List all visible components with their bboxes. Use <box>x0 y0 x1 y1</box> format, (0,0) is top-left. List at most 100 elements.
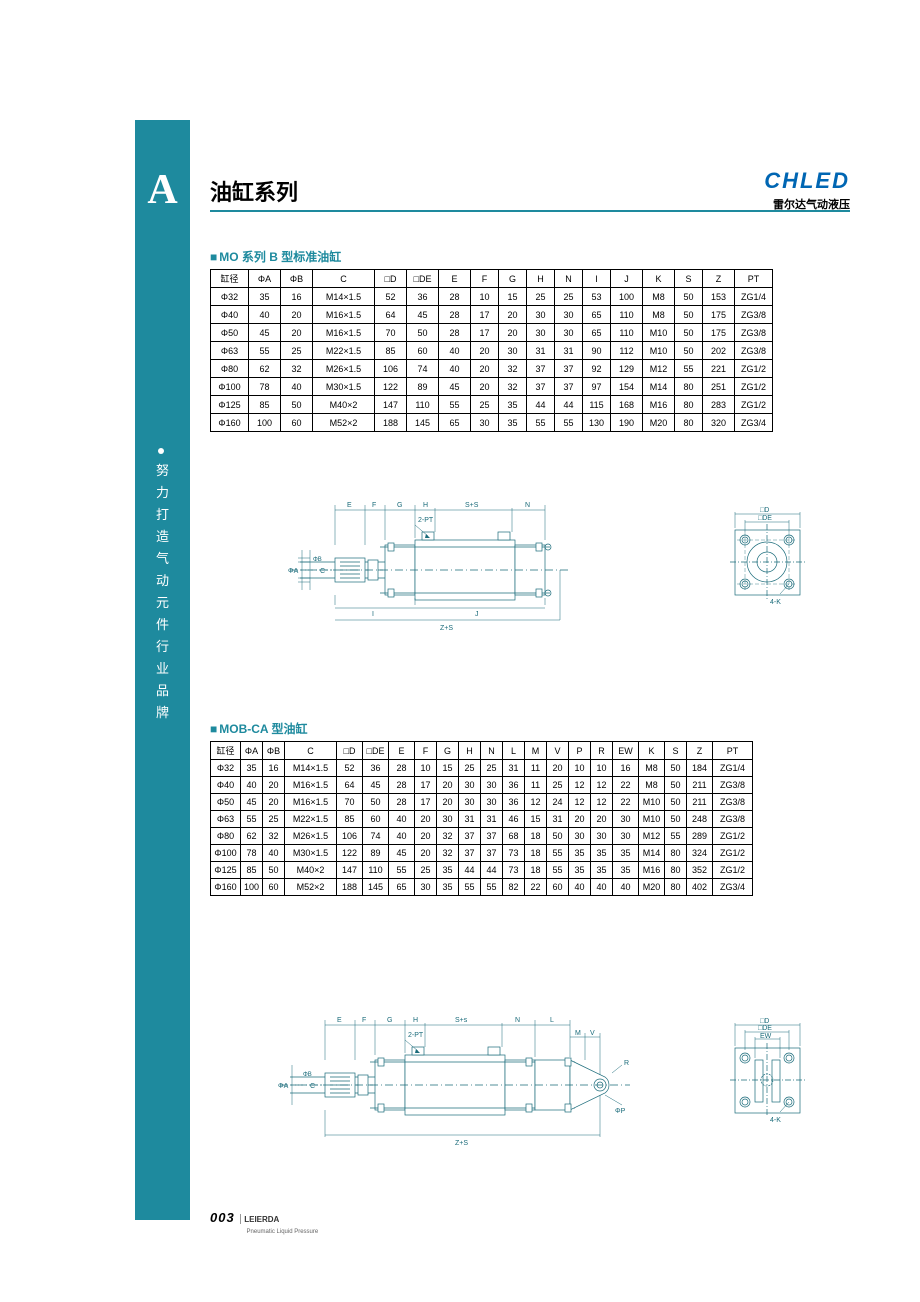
svg-text:C: C <box>310 1083 315 1090</box>
col-header: H <box>527 270 555 288</box>
table-row: Φ504520M16×1.57050281720303065110M105017… <box>211 324 773 342</box>
svg-text:E: E <box>347 502 352 509</box>
svg-text:R: R <box>624 1060 629 1067</box>
title-underline <box>210 210 850 212</box>
diagram-mob-ca-flange: □D □DE EW 4-K <box>720 1015 815 1135</box>
table-row: Φ504520M16×1.570502817203030361224121222… <box>211 794 753 811</box>
section-letter-box: A <box>135 162 190 217</box>
table-row: Φ16010060M52×218814565303555558222604040… <box>211 879 753 896</box>
table-row: Φ1007840M30×1.51228945203237377318553535… <box>211 845 753 862</box>
svg-text:C: C <box>320 568 325 575</box>
svg-text:□D: □D <box>760 1018 769 1025</box>
svg-text:ΦA: ΦA <box>288 568 299 575</box>
col-header: F <box>471 270 499 288</box>
svg-text:ΦA: ΦA <box>278 1083 289 1090</box>
svg-text:ΦB: ΦB <box>313 557 322 563</box>
svg-text:□DE: □DE <box>758 1025 772 1032</box>
col-header: N <box>555 270 583 288</box>
col-header: V <box>547 742 569 760</box>
col-header: F <box>415 742 437 760</box>
col-header: N <box>481 742 503 760</box>
table-row: Φ404020M16×1.56445281720303065110M850175… <box>211 306 773 324</box>
col-header: I <box>583 270 611 288</box>
svg-text:J: J <box>475 611 479 618</box>
svg-text:EW: EW <box>760 1033 772 1040</box>
col-header: M <box>525 742 547 760</box>
section1-title: MO 系列 B 型标准油缸 <box>210 248 773 265</box>
col-header: P <box>569 742 591 760</box>
svg-text:ΦP: ΦP <box>615 1108 626 1115</box>
svg-text:E: E <box>337 1017 342 1024</box>
page-number: 003 <box>210 1210 235 1225</box>
svg-text:H: H <box>413 1017 418 1024</box>
col-header: Z <box>687 742 713 760</box>
col-header: □DE <box>407 270 439 288</box>
table-mo-b: 缸径ΦAΦBC□D□DEEFGHNIJKSZPTΦ323516M14×1.552… <box>210 269 773 432</box>
logo-text: CHLED <box>764 168 850 194</box>
table-row: Φ323516M14×1.55236281015252553100M850153… <box>211 288 773 306</box>
table-row: Φ806232M26×1.510674402032373792129M12552… <box>211 360 773 378</box>
table-row: Φ806232M26×1.510674402032373768185030303… <box>211 828 753 845</box>
svg-text:H: H <box>423 502 428 509</box>
svg-text:2-PT: 2-PT <box>418 517 434 524</box>
svg-text:V: V <box>590 1030 595 1037</box>
col-header: ΦA <box>249 270 281 288</box>
col-header: K <box>643 270 675 288</box>
svg-text:2-PT: 2-PT <box>408 1032 424 1039</box>
svg-text:F: F <box>372 502 376 509</box>
svg-text:L: L <box>550 1017 554 1024</box>
col-header: G <box>437 742 459 760</box>
col-header: PT <box>735 270 773 288</box>
svg-text:4-K: 4-K <box>770 1117 781 1124</box>
col-header: G <box>499 270 527 288</box>
col-header: K <box>639 742 665 760</box>
svg-text:Z+S: Z+S <box>455 1140 468 1147</box>
diagram-mob-ca-side: E F G H S+s N L M V 2-PT ΦA ΦB C R ΦP Z+… <box>270 1005 670 1155</box>
col-header: ΦB <box>263 742 285 760</box>
col-header: □D <box>375 270 407 288</box>
section-mo-b: MO 系列 B 型标准油缸 缸径ΦAΦBC□D□DEEFGHNIJKSZPTΦ3… <box>210 248 773 432</box>
svg-text:I: I <box>372 611 374 618</box>
table-row: Φ16010060M52×21881456530355555130190M208… <box>211 414 773 432</box>
col-header: □D <box>337 742 363 760</box>
table-row: Φ323516M14×1.552362810152525311120101016… <box>211 760 753 777</box>
svg-text:□D: □D <box>760 507 769 514</box>
svg-text:N: N <box>515 1017 520 1024</box>
svg-text:S+S: S+S <box>465 502 479 509</box>
table-row: Φ635525M22×1.585604020303131461531202030… <box>211 811 753 828</box>
col-header: ΦA <box>241 742 263 760</box>
col-header: PT <box>713 742 753 760</box>
col-header: 缸径 <box>211 742 241 760</box>
table-row: Φ1258550M40×2147110552535444473185535353… <box>211 862 753 879</box>
page-title: 油缸系列 <box>210 175 298 207</box>
svg-text:N: N <box>525 502 530 509</box>
svg-text:Z+S: Z+S <box>440 625 453 632</box>
col-header: S <box>665 742 687 760</box>
col-header: L <box>503 742 525 760</box>
svg-text:S+s: S+s <box>455 1017 468 1024</box>
table-mob-ca: 缸径ΦAΦBC□D□DEEFGHNLMVPREWKSZPTΦ323516M14×… <box>210 741 753 896</box>
svg-text:4-K: 4-K <box>770 599 781 606</box>
section2-title: MOB-CA 型油缸 <box>210 720 753 737</box>
diagram-mo-b-side: E F G H S+S N 2-PT ΦA ΦB C I J Z+S <box>280 490 610 640</box>
col-header: □DE <box>363 742 389 760</box>
footer-brand: LEIERDA <box>244 1215 279 1224</box>
col-header: ΦB <box>281 270 313 288</box>
col-header: E <box>389 742 415 760</box>
col-header: J <box>611 270 643 288</box>
col-header: R <box>591 742 613 760</box>
col-header: H <box>459 742 481 760</box>
sidebar-slogan: 努力打造气动元件行业品牌 <box>150 460 175 724</box>
col-header: EW <box>613 742 639 760</box>
page-footer: 003 LEIERDA Pneumatic Liquid Pressure <box>210 1210 318 1235</box>
col-header: E <box>439 270 471 288</box>
table-row: Φ635525M22×1.58560402030313190112M105020… <box>211 342 773 360</box>
table-row: Φ1258550M40×21471105525354444115168M1680… <box>211 396 773 414</box>
svg-text:F: F <box>362 1017 366 1024</box>
svg-text:□DE: □DE <box>758 515 772 522</box>
svg-text:ΦB: ΦB <box>303 1072 312 1078</box>
col-header: S <box>675 270 703 288</box>
section-mob-ca: MOB-CA 型油缸 缸径ΦAΦBC□D□DEEFGHNLMVPREWKSZPT… <box>210 720 753 896</box>
col-header: C <box>313 270 375 288</box>
svg-text:G: G <box>397 502 402 509</box>
